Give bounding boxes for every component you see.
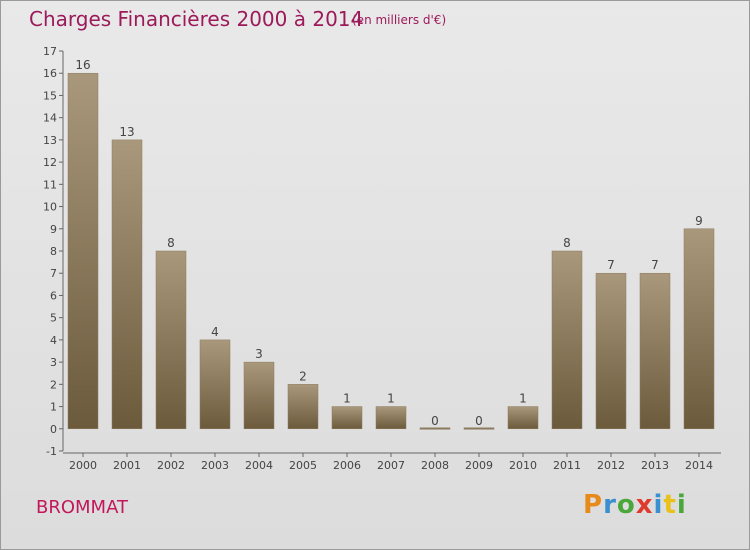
x-tick-label: 2002 — [157, 459, 185, 472]
y-tick-label: 3 — [50, 356, 57, 369]
brand-letter: r — [603, 490, 617, 520]
data-label: 16 — [75, 58, 90, 72]
data-label: 8 — [563, 236, 571, 250]
bar — [67, 72, 99, 430]
x-tick-label: 2011 — [553, 459, 581, 472]
data-label: 1 — [387, 392, 395, 406]
bar — [551, 250, 583, 430]
data-label: 13 — [119, 125, 134, 139]
y-tick-label: 2 — [50, 378, 57, 391]
chart-units: (en milliers d'€) — [352, 13, 447, 27]
bar — [287, 384, 319, 430]
bar — [111, 139, 143, 430]
data-label: 8 — [167, 236, 175, 250]
x-tick-label: 2014 — [685, 459, 713, 472]
data-label: 9 — [695, 214, 703, 228]
data-label: 1 — [343, 392, 351, 406]
brand-letter: t — [663, 490, 677, 520]
bar — [507, 406, 539, 430]
x-tick-label: 2007 — [377, 459, 405, 472]
bar — [155, 250, 187, 430]
y-tick-label: 17 — [43, 45, 57, 58]
x-tick-label: 2010 — [509, 459, 537, 472]
y-tick-label: 10 — [43, 201, 57, 214]
y-tick-label: 12 — [43, 156, 57, 169]
bar — [243, 361, 275, 430]
data-label: 0 — [475, 414, 483, 428]
x-tick-label: 2006 — [333, 459, 361, 472]
chart-title: Charges Financières 2000 à 2014 — [29, 7, 364, 31]
y-tick-label: 6 — [50, 289, 57, 302]
data-label: 1 — [519, 392, 527, 406]
x-tick-label: 2013 — [641, 459, 669, 472]
data-label: 0 — [431, 414, 439, 428]
brand-letter: i — [676, 490, 687, 520]
y-tick-label: 5 — [50, 312, 57, 325]
data-label: 2 — [299, 369, 307, 383]
x-tick-label: 2001 — [113, 459, 141, 472]
bars — [67, 72, 715, 430]
x-tick-label: 2004 — [245, 459, 273, 472]
bar — [375, 406, 407, 430]
commune-name: BROMMAT — [36, 497, 128, 518]
y-tick-label: -1 — [46, 445, 57, 458]
data-label: 7 — [651, 258, 659, 272]
x-tick-label: 2012 — [597, 459, 625, 472]
y-tick-label: 9 — [50, 223, 57, 236]
y-tick-label: 1 — [50, 401, 57, 414]
x-tick-label: 2008 — [421, 459, 449, 472]
brand-letter: x — [635, 490, 654, 520]
bar — [419, 427, 451, 430]
bar — [639, 272, 671, 430]
data-label: 4 — [211, 325, 219, 339]
bar — [683, 228, 715, 430]
y-tick-label: 8 — [50, 245, 57, 258]
x-tick-label: 2009 — [465, 459, 493, 472]
bar — [595, 272, 627, 430]
x-axis: 2000 2001 2002 2003 2004 2005 2006 2007 2008 2009… — [63, 452, 721, 472]
y-tick-label: 15 — [43, 89, 57, 102]
y-tick-label: 0 — [50, 423, 57, 436]
y-tick-label: 14 — [43, 112, 57, 125]
bar — [463, 427, 495, 430]
y-tick-label: 4 — [50, 334, 57, 347]
y-tick-label: 7 — [50, 267, 57, 280]
x-tick-label: 2003 — [201, 459, 229, 472]
brand-letter: i — [653, 490, 664, 520]
y-tick-label: 11 — [43, 178, 57, 191]
brand-logo[interactable]: Proxiti — [583, 490, 687, 520]
brand-letter: o — [616, 490, 636, 520]
data-labels: 16 13 8 4 3 2 1 1 0 0 1 8 7 7 9 — [75, 58, 702, 428]
y-tick-label: 16 — [43, 67, 57, 80]
y-tick-label: 13 — [43, 134, 57, 147]
x-tick-label: 2000 — [69, 459, 97, 472]
x-tick-label: 2005 — [289, 459, 317, 472]
data-label: 3 — [255, 347, 263, 361]
brand-letter: P — [583, 490, 604, 520]
bar — [199, 339, 231, 430]
bar — [331, 406, 363, 430]
data-label: 7 — [607, 258, 615, 272]
